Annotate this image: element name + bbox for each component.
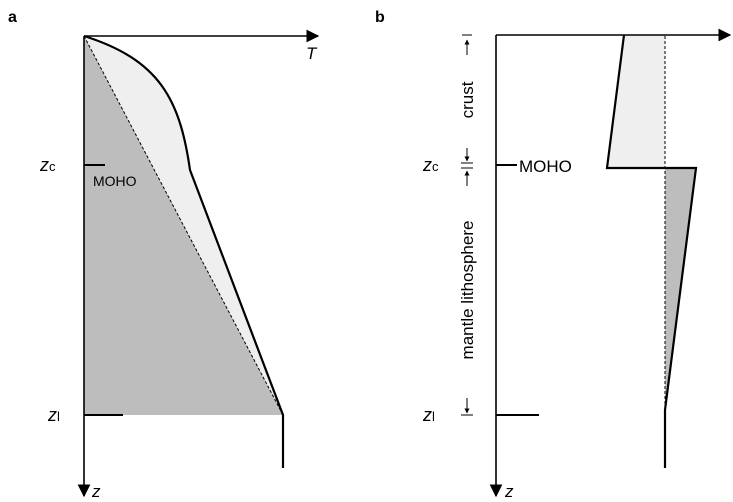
panel-b-zc-label: zc (422, 155, 439, 175)
panel-b-letter: b (375, 9, 385, 26)
panel-b-moho-label: MOHO (519, 157, 572, 176)
panel-b-crust-region (607, 35, 665, 168)
panel-a-linear-geotherm (83, 35, 284, 416)
panel-b-profile-line (605, 34, 698, 468)
panel-a-t-axis-label: T (306, 44, 318, 63)
panel-a-zl-label: zl (47, 405, 60, 425)
panel-b-crust-label: crust (458, 81, 477, 118)
panel-a-z-axis-label: z (91, 482, 101, 501)
panel-a: a zc MOHO zl T z (8, 9, 320, 501)
panel-b-z-axis-label: z (504, 482, 514, 501)
panel-a-moho-label: MOHO (93, 173, 137, 189)
panel-b-mantle-lithosphere-label: mantle lithosphere (458, 221, 477, 360)
panel-a-zc-label: zc (39, 155, 56, 175)
panel-b-zl-label: zl (422, 405, 435, 425)
panel-a-letter: a (8, 9, 17, 26)
panel-a-curved-geotherm (83, 34, 285, 468)
panel-b: b MOHO zc zl crust mantle lithosphe (375, 9, 732, 501)
